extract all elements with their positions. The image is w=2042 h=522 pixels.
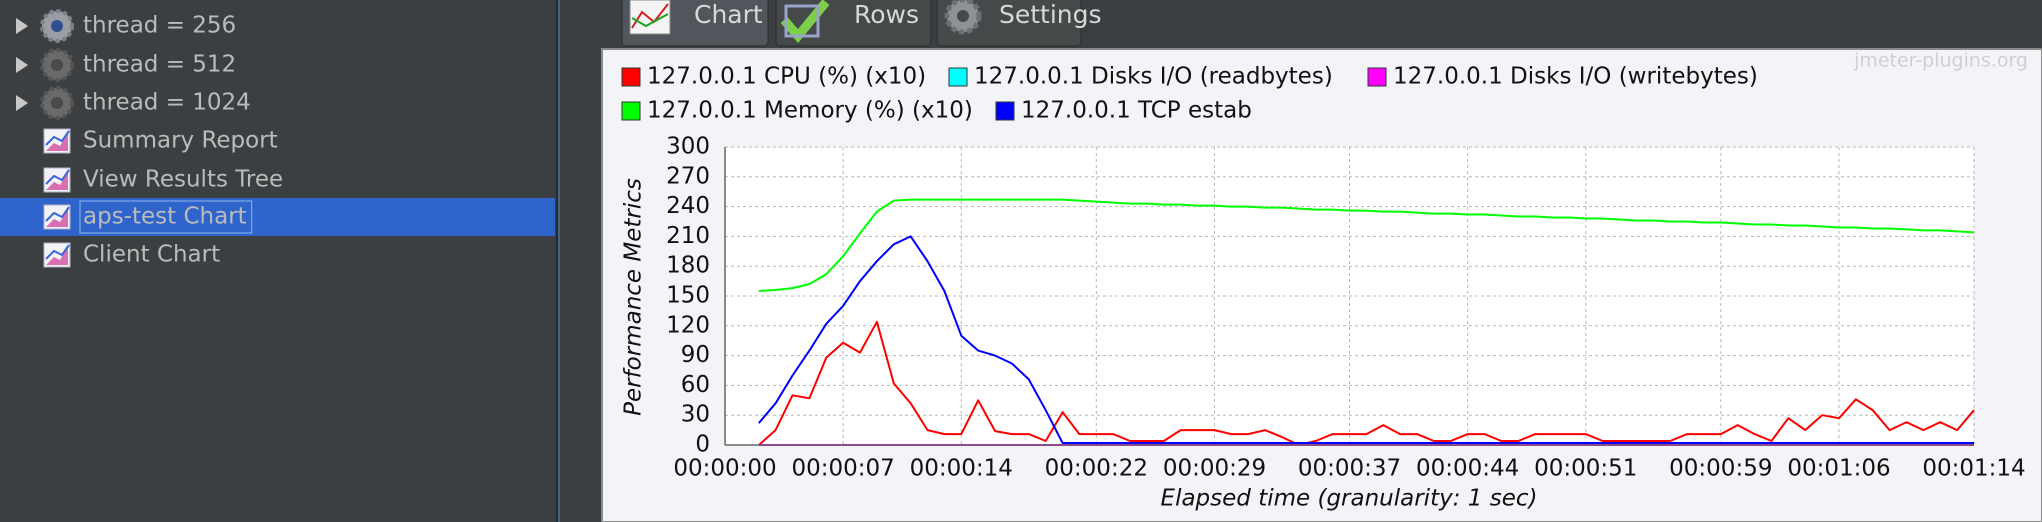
legend: 127.0.0.1 CPU (%) (x10) 127.0.0.1 Disks I… (621, 64, 1758, 124)
tree-item-label[interactable]: thread = 1024 (83, 90, 251, 116)
tree-item-label[interactable]: thread = 256 (83, 13, 236, 39)
y-tick-label: 120 (666, 312, 710, 338)
x-tick-label: 00:01:14 (1922, 456, 2025, 482)
legend-item[interactable]: 127.0.0.1 Disks I/O (readbytes) (948, 64, 1333, 90)
tab-icon-hole (957, 10, 969, 22)
y-tick-label: 240 (666, 193, 710, 219)
tick-labels: 0 30 60 90 120 150 180 210 240 270 300 00:00:00 00:0… (666, 134, 2026, 482)
tab[interactable]: Rows (775, 0, 932, 47)
y-tick-label: 270 (666, 163, 710, 189)
legend-swatch (995, 101, 1015, 121)
tab-icon-line (631, 13, 669, 28)
y-tick-label: 30 (681, 402, 710, 428)
tab-icon-box (784, 4, 820, 38)
x-tick-label: 00:00:51 (1534, 456, 1637, 482)
legend-label[interactable]: 127.0.0.1 Memory (%) (x10) (647, 98, 973, 124)
legend-label[interactable]: 127.0.0.1 TCP estab (1021, 98, 1252, 124)
y-tick-label: 300 (666, 134, 710, 160)
tree-item[interactable]: View Results Tree (43, 167, 283, 193)
listener-icon-graph (46, 247, 68, 265)
y-tick-label: 180 (666, 253, 710, 279)
legend-item[interactable]: 127.0.0.1 CPU (%) (x10) (621, 64, 926, 90)
legend-item[interactable]: 127.0.0.1 Disks I/O (writebytes) (1367, 64, 1758, 90)
series-line (758, 320, 1975, 446)
tab-bar: Chart Rows Settings (621, 0, 1102, 47)
y-tick-label: 0 (695, 432, 710, 458)
tree-item[interactable]: thread = 256 (16, 9, 236, 43)
y-axis-title: Performance Metrics (621, 178, 647, 416)
x-tick-label: 00:00:14 (910, 456, 1013, 482)
tab-label[interactable]: Rows (854, 0, 919, 29)
y-tick-label: 210 (666, 223, 710, 249)
expand-arrow (16, 95, 28, 111)
focus-box (79, 200, 253, 234)
legend-label[interactable]: 127.0.0.1 CPU (%) (x10) (647, 64, 926, 90)
y-tick-label: 90 (681, 342, 710, 368)
gear-hole (51, 59, 63, 71)
tab-label[interactable]: Chart (694, 0, 763, 29)
tree-item-label[interactable]: Client Chart (83, 242, 220, 268)
tree-item-label[interactable]: View Results Tree (83, 167, 283, 193)
tree-item[interactable]: Summary Report (43, 128, 278, 154)
test-plan-tree: thread = 256 thread = 512 thread = 1024 Sum… (0, 9, 555, 268)
tree-item-label[interactable]: Summary Report (83, 128, 278, 154)
gear-hole (51, 20, 63, 32)
tree-item[interactable]: aps-test Chart (43, 200, 253, 234)
listener-icon-line (45, 169, 70, 185)
selected-row (0, 198, 555, 236)
expand-arrow (16, 18, 28, 34)
legend-item[interactable]: 127.0.0.1 Memory (%) (x10) (621, 98, 973, 124)
x-axis-title: Elapsed time (granularity: 1 sec) (1161, 486, 1538, 512)
listener-icon-graph (46, 133, 68, 151)
legend-label[interactable]: 127.0.0.1 Disks I/O (writebytes) (1393, 64, 1758, 90)
x-tick-label: 00:01:06 (1787, 456, 1890, 482)
tree-panel (0, 0, 556, 522)
legend-swatch (948, 67, 968, 87)
legend-swatch (1367, 67, 1387, 87)
x-tick-label: 00:00:07 (791, 456, 894, 482)
tab-label[interactable]: Settings (999, 0, 1102, 29)
legend-label[interactable]: 127.0.0.1 Disks I/O (readbytes) (974, 64, 1333, 90)
listener-icon-line (45, 130, 70, 146)
y-tick-label: 60 (681, 372, 710, 398)
x-tick-label: 00:00:37 (1298, 456, 1401, 482)
tree-item[interactable]: thread = 1024 (16, 86, 251, 120)
x-tick-label: 00:00:59 (1669, 456, 1772, 482)
expand-arrow (16, 57, 28, 73)
y-tick-label: 150 (666, 283, 710, 309)
x-tick-label: 00:00:29 (1163, 456, 1266, 482)
tree-item-label[interactable]: aps-test Chart (83, 204, 247, 230)
gear-hole (51, 97, 63, 109)
legend-swatch (621, 67, 641, 87)
x-tick-label: 00:00:44 (1416, 456, 1519, 482)
listener-icon-line (45, 244, 70, 260)
tab[interactable]: Settings (936, 0, 1102, 47)
x-tick-label: 00:00:00 (673, 456, 776, 482)
watermark: jmeter-plugins.org (1853, 50, 2028, 72)
tree-item[interactable]: Client Chart (43, 242, 220, 268)
legend-swatch (621, 101, 641, 121)
legend-item[interactable]: 127.0.0.1 TCP estab (995, 98, 1252, 124)
listener-icon-graph (46, 209, 68, 227)
tree-item[interactable]: thread = 512 (16, 48, 236, 82)
listener-icon-line (45, 206, 70, 222)
listener-icon-graph (46, 172, 68, 190)
x-tick-label: 00:00:22 (1045, 456, 1148, 482)
series-line (758, 198, 1975, 292)
tree-item-label[interactable]: thread = 512 (83, 52, 236, 78)
series-line (758, 235, 1974, 444)
tab[interactable]: Chart (621, 0, 769, 47)
